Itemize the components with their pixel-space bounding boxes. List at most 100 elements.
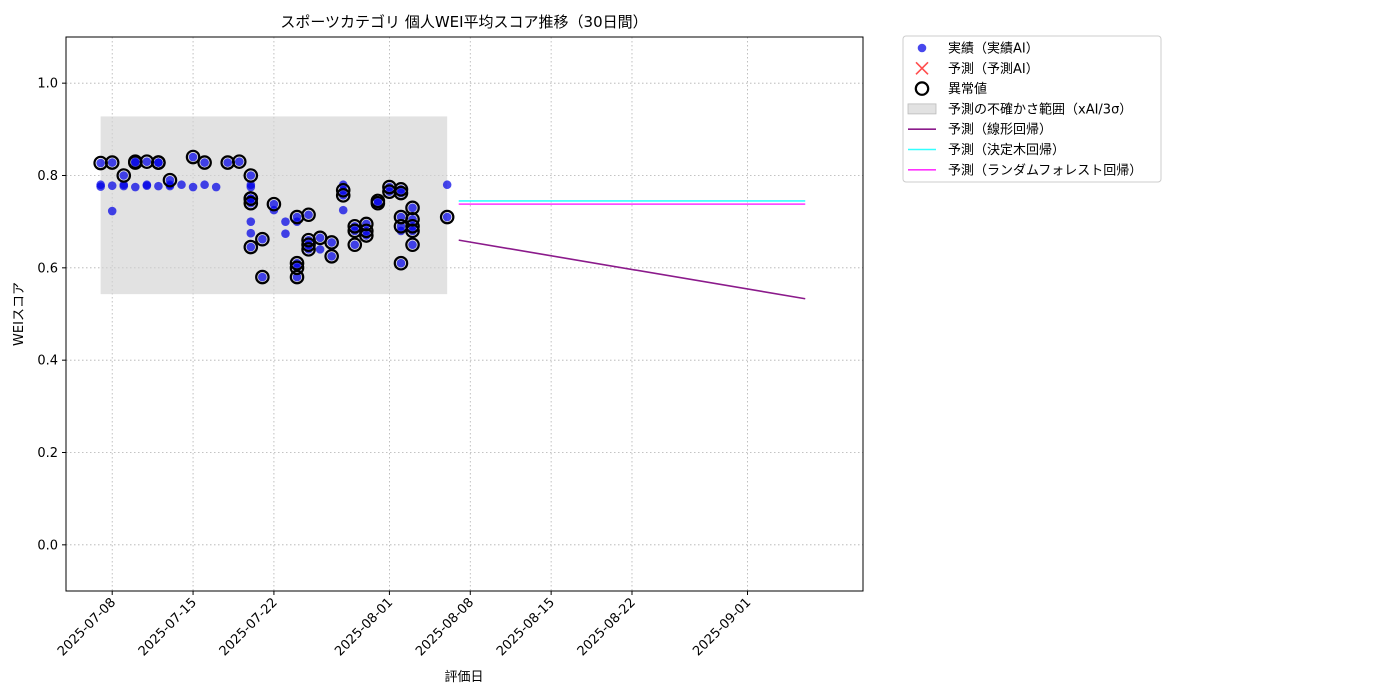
x-axis: 2025-07-08 2025-07-15 2025-07-22 2025-08-01… <box>55 591 754 659</box>
actual-point <box>246 228 256 238</box>
anomaly-marker <box>301 207 316 223</box>
y-tick-label: 1.0 <box>37 77 58 92</box>
actual-point <box>131 157 140 166</box>
actual-point <box>131 182 140 192</box>
y-tick-label: 0.4 <box>37 354 58 369</box>
anomaly-marker <box>370 195 386 211</box>
actual-point <box>269 199 279 209</box>
actual-point <box>338 205 348 215</box>
y-tick-label: 0.0 <box>37 538 58 553</box>
actual-point <box>246 171 256 180</box>
anomaly-marker <box>301 237 316 253</box>
actual-point <box>142 181 152 190</box>
anomaly-marker <box>266 196 282 212</box>
forecast-lines <box>458 200 806 300</box>
actual-point <box>292 272 302 282</box>
plot-area-frame <box>65 36 864 592</box>
anomaly-marker <box>439 209 455 225</box>
x-tick-label: 2025-07-15 <box>136 595 200 659</box>
legend-label: 予測の不確かさ範囲（xAI/3σ） <box>948 101 1132 117</box>
actual-point <box>315 245 325 254</box>
anomaly-marker <box>243 191 259 206</box>
actual-point <box>96 158 105 168</box>
actual-point <box>315 233 325 243</box>
actual-point <box>396 212 406 222</box>
actual-point <box>107 206 117 216</box>
actual-point <box>119 181 129 191</box>
actual-point <box>96 180 105 190</box>
actual-point <box>154 181 163 191</box>
legend-actual-icon <box>917 43 927 53</box>
x-tick-label: 2025-09-01 <box>690 595 754 659</box>
actual-point <box>107 158 117 167</box>
actual-point <box>396 258 406 268</box>
anomaly-markers <box>93 149 455 285</box>
anomaly-marker <box>301 242 316 257</box>
actual-point <box>119 171 129 180</box>
anomaly-marker <box>393 255 409 271</box>
anomaly-marker <box>359 216 374 232</box>
legend-label: 予測（線形回帰） <box>948 122 1052 138</box>
actual-point <box>246 217 256 226</box>
anomaly-marker <box>393 185 409 201</box>
actual-point <box>188 152 198 162</box>
y-axis: 0.0 0.2 0.4 0.6 0.8 1.0 <box>37 77 66 553</box>
actual-point <box>327 238 336 247</box>
anomaly-marker <box>405 237 420 253</box>
y-tick-label: 0.6 <box>37 261 58 276</box>
actual-point <box>211 182 221 192</box>
legend-patch-icon <box>907 103 937 115</box>
actual-point <box>234 157 244 166</box>
anomaly-marker <box>289 269 305 285</box>
anomaly-marker <box>185 149 201 165</box>
anomaly-marker <box>104 155 120 170</box>
actual-point <box>142 157 152 166</box>
actual-point <box>373 198 383 208</box>
anomaly-marker <box>324 235 339 250</box>
anomaly-marker <box>347 237 363 253</box>
actual-point <box>188 182 198 192</box>
x-tick-label: 2025-07-22 <box>217 595 281 659</box>
y-tick-label: 0.2 <box>37 446 58 461</box>
anomaly-marker <box>243 168 259 183</box>
legend-x-icon <box>915 61 929 75</box>
anomaly-marker <box>255 269 270 285</box>
actual-point <box>200 180 209 190</box>
anomaly-marker <box>289 255 305 271</box>
y-tick-label: 0.8 <box>37 169 58 184</box>
actual-point <box>304 210 313 220</box>
actual-point <box>338 191 348 200</box>
anomaly-marker <box>243 239 259 255</box>
anomaly-marker <box>162 172 178 188</box>
actual-point <box>223 158 233 167</box>
anomaly-marker <box>335 188 351 203</box>
actual-point <box>258 272 267 282</box>
x-tick-label: 2025-08-01 <box>332 595 396 659</box>
actual-point <box>246 242 256 252</box>
anomaly-marker <box>243 195 259 211</box>
actual-point <box>408 240 417 250</box>
anomaly-marker <box>324 248 339 264</box>
x-tick-label: 2025-08-22 <box>575 595 639 659</box>
legend-label: 予測（ランダムフォレスト回帰） <box>948 162 1142 178</box>
anomaly-marker <box>116 168 132 183</box>
anomaly-marker <box>231 154 247 169</box>
anomaly-marker <box>405 218 420 234</box>
anomaly-marker <box>255 231 270 247</box>
legend-ring-icon <box>914 81 930 96</box>
legend-label: 実績（実績AI） <box>948 41 1039 57</box>
actual-point <box>258 234 267 244</box>
x-axis-label: 評価日 <box>444 670 483 685</box>
legend-label: 予測（予測AI） <box>948 62 1039 77</box>
anomaly-marker <box>289 260 305 276</box>
legend-label: 予測（決定木回帰） <box>948 142 1065 158</box>
x-tick-label: 2025-07-08 <box>55 595 119 659</box>
x-tick-label: 2025-08-08 <box>413 595 477 659</box>
anomaly-marker <box>335 182 351 198</box>
y-axis-label: WEIスコア <box>12 282 27 346</box>
actual-point <box>177 180 186 190</box>
actual-point <box>200 158 209 167</box>
anomaly-marker <box>151 155 166 170</box>
